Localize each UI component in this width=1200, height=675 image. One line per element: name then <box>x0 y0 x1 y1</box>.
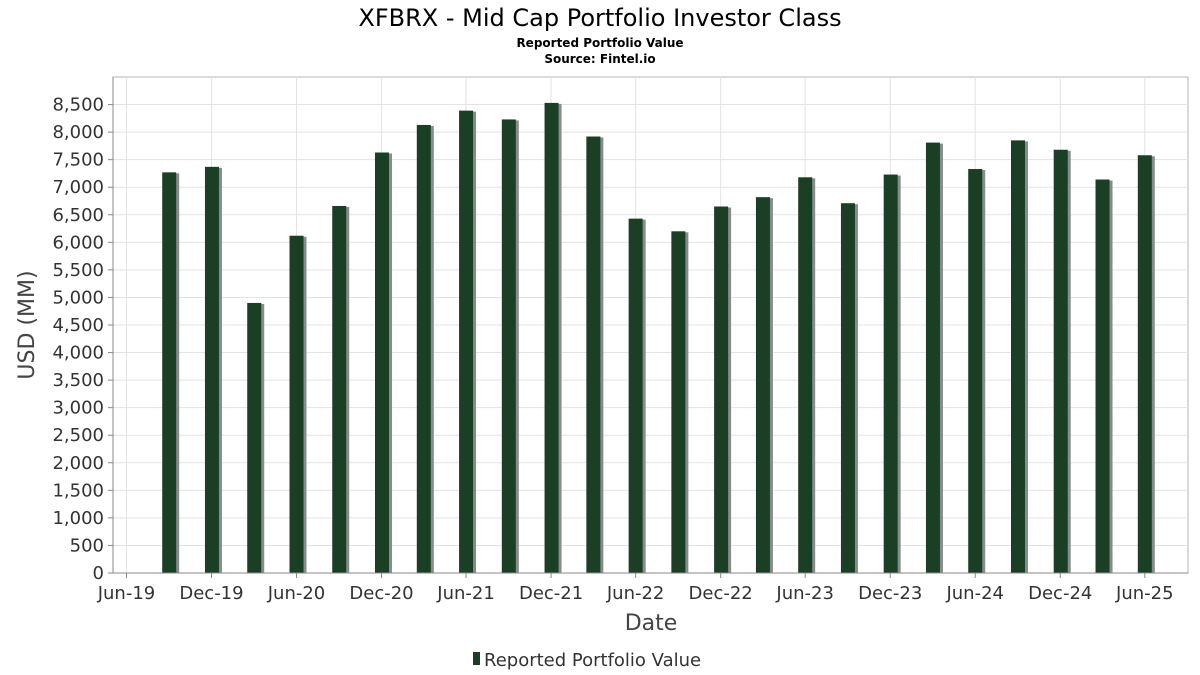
y-tick-label: 5,000 <box>52 287 104 308</box>
bar <box>332 205 347 573</box>
bar <box>247 302 262 573</box>
x-tick-label: Dec-22 <box>689 583 753 604</box>
y-tick-label: 4,500 <box>52 315 104 336</box>
y-tick-label: 3,000 <box>52 398 104 419</box>
chart-title: XFBRX - Mid Cap Portfolio Investor Class <box>358 4 841 32</box>
x-tick-label: Dec-20 <box>349 583 413 604</box>
bar <box>1053 149 1068 573</box>
bar <box>755 197 770 574</box>
bar <box>883 174 898 573</box>
y-tick-label: 8,500 <box>52 95 104 116</box>
bar <box>628 218 643 573</box>
bar <box>374 152 389 573</box>
x-axis-title: Date <box>625 611 678 636</box>
y-tick-labels: 0 500 1,000 1,500 2,000 2,500 3,000 3,500 4,000 4… <box>52 95 104 584</box>
y-tick-label: 1,000 <box>52 508 104 529</box>
bar <box>459 110 474 574</box>
bar <box>1010 140 1025 573</box>
x-tick-label: Dec-24 <box>1028 583 1092 604</box>
x-tick-label: Dec-19 <box>179 583 243 604</box>
y-tick-label: 2,000 <box>52 453 104 474</box>
x-tick-label: Jun-22 <box>606 583 665 604</box>
x-tick-label: Jun-24 <box>945 583 1004 604</box>
bar <box>671 231 686 574</box>
bar <box>544 102 559 573</box>
y-tick-label: 2,500 <box>52 425 104 446</box>
legend: Reported Portfolio Value <box>473 650 701 671</box>
bar <box>416 124 431 574</box>
legend-label: Reported Portfolio Value <box>484 650 701 671</box>
y-tick-label: 7,000 <box>52 177 104 198</box>
chart-subtitle: Reported Portfolio Value <box>516 36 683 50</box>
y-tick-label: 3,500 <box>52 370 104 391</box>
bar <box>289 235 304 573</box>
x-tick-label: Jun-25 <box>1115 583 1174 604</box>
bar <box>925 142 940 574</box>
legend-swatch <box>473 652 480 665</box>
bar <box>162 172 177 573</box>
bar <box>204 166 219 573</box>
bar <box>798 177 813 573</box>
x-tick-label: Jun-20 <box>267 583 326 604</box>
y-tick-label: 6,000 <box>52 232 104 253</box>
y-tick-label: 500 <box>70 535 104 556</box>
bar <box>968 169 983 573</box>
y-tick-label: 8,000 <box>52 122 104 143</box>
bar <box>840 203 855 573</box>
x-tick-label: Dec-21 <box>519 583 583 604</box>
axes <box>108 77 1188 578</box>
x-tick-label: Jun-19 <box>97 583 156 604</box>
y-tick-label: 4,000 <box>52 343 104 364</box>
bars <box>162 102 1155 574</box>
bar <box>501 119 516 574</box>
y-tick-label: 0 <box>93 563 104 584</box>
y-tick-label: 5,500 <box>52 260 104 281</box>
y-axis-title: USD (MM) <box>15 270 40 379</box>
y-tick-label: 1,500 <box>52 480 104 501</box>
chart-source: Source: Fintel.io <box>544 52 655 66</box>
x-tick-label: Jun-21 <box>436 583 495 604</box>
y-tick-label: 6,500 <box>52 205 104 226</box>
bar <box>1095 179 1110 574</box>
bar <box>1137 155 1152 573</box>
y-tick-label: 7,500 <box>52 150 104 171</box>
bar <box>586 136 601 573</box>
x-tick-labels: Jun-19 Dec-19 Jun-20 Dec-20 Jun-21 Dec-21 Jun-… <box>97 583 1174 604</box>
bar <box>714 206 729 573</box>
x-tick-label: Jun-23 <box>775 583 834 604</box>
x-tick-label: Dec-23 <box>858 583 922 604</box>
